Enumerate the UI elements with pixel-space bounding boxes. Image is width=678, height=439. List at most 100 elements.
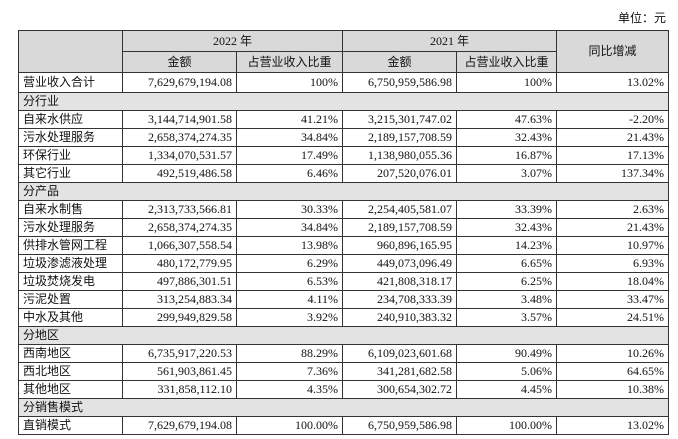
section-label: 分产品 [17,182,670,201]
table-row: 污泥处置 313,254,883.34 4.11% 234,708,333.39 3.4… [18,290,670,309]
cell: 3,215,301,747.02 [342,110,458,129]
table-row: 西北地区 561,903,861.45 7.36% 341,281,682.58 5.0… [18,362,670,381]
cell: 14.23% [456,236,558,255]
cell: 6.53% [235,272,344,291]
column-header: 占营业收入比重 [235,51,344,73]
row-label: 污水处理服务 [18,218,123,237]
row-label: 污水处理服务 [18,128,123,147]
cell: 341,281,682.58 [342,362,458,381]
cell: 13.02% [556,416,670,435]
row-label: 环保行业 [18,146,123,165]
cell: 3.07% [456,164,558,183]
column-header: 占营业收入比重 [456,51,558,73]
cell: 960,896,165.95 [342,236,458,255]
table-row: 垃圾渗滤液处理 480,172,779.95 6.29% 449,073,096.49… [18,254,670,273]
cell: 30.33% [235,200,344,219]
cell: 4.11% [235,290,344,309]
cell: 492,519,486.58 [122,164,237,183]
cell: 6.25% [456,272,558,291]
cell: 207,520,076.01 [342,164,458,183]
cell: 7,629,679,194.08 [122,72,237,93]
cell: 2.63% [556,200,670,219]
cell: 3.92% [235,308,344,327]
cell: 13.02% [556,72,670,93]
row-label: 其它行业 [18,164,123,183]
table-row: 其它行业 492,519,486.58 6.46% 207,520,076.01 3.0… [18,164,670,183]
cell: 6.93% [556,254,670,273]
section-label: 分销售模式 [17,398,670,417]
cell: 21.43% [556,128,670,147]
table-row: 环保行业 1,334,070,531.57 17.49% 1,138,980,055.… [18,146,670,165]
cell: 497,886,301.51 [122,272,237,291]
table-row: 污水处理服务 2,658,374,274.35 34.84% 2,189,157,70… [18,128,670,147]
cell: 3.48% [456,290,558,309]
table-row: 垃圾焚烧发电 497,886,301.51 6.53% 421,808,318.17 6… [18,272,670,291]
cell: 300,654,302.72 [342,380,458,399]
table-body: 营业收入合计 7,629,679,194.08 100% 6,750,959,586.… [17,72,670,435]
cell: 234,708,333.39 [342,290,458,309]
section-row: 分地区 [17,326,670,345]
cell: 90.49% [456,344,558,363]
row-label: 西南地区 [18,344,123,363]
table-row: 直销模式 7,629,679,194.08 100.00% 6,750,959,586… [18,416,670,435]
table-row: 供排水管网工程 1,066,307,558.54 13.98% 960,896,165… [18,236,670,255]
cell: 41.21% [235,110,344,129]
cell: 1,138,980,055.36 [342,146,458,165]
cell: 18.04% [556,272,670,291]
cell: 16.87% [456,146,558,165]
section-label: 分行业 [17,92,670,111]
section-label: 分地区 [17,326,670,345]
table-row: 污水处理服务 2,658,374,274.35 34.84% 2,189,157,70… [18,218,670,237]
cell: 100% [456,72,558,93]
cell: 2,254,405,581.07 [342,200,458,219]
cell: 137.34% [556,164,670,183]
cell: 6.29% [235,254,344,273]
table-row: 自来水制售 2,313,733,566.81 30.33% 2,254,405,581… [18,200,670,219]
cell: 32.43% [456,218,558,237]
cell: 2,658,374,274.35 [122,218,237,237]
table-row: 营业收入合计 7,629,679,194.08 100% 6,750,959,586.… [18,72,670,93]
cell: 421,808,318.17 [342,272,458,291]
cell: 100.00% [456,416,558,435]
row-label: 供排水管网工程 [18,236,123,255]
row-label: 自来水制售 [18,200,123,219]
cell: 6,750,959,586.98 [342,72,458,93]
cell: 33.39% [456,200,558,219]
cell: 331,858,112.10 [122,380,237,399]
row-label: 营业收入合计 [18,72,123,93]
cell: 2,189,157,708.59 [342,218,458,237]
year-header: 2022 年 [121,30,344,52]
unit-label: 单位：元 [617,11,666,25]
cell: 10.26% [556,344,670,363]
cell: 32.43% [456,128,558,147]
row-label: 中水及其他 [18,308,123,327]
cell: 2,658,374,274.35 [122,128,237,147]
cell: 4.35% [235,380,344,399]
cell: 34.84% [235,128,344,147]
yoy-header: 同比增减 [556,30,670,73]
cell: 6.46% [235,164,344,183]
cell: 1,334,070,531.57 [122,146,237,165]
cell: 2,189,157,708.59 [342,128,458,147]
row-label: 垃圾渗滤液处理 [18,254,123,273]
cell: 480,172,779.95 [122,254,237,273]
cell: 13.98% [235,236,344,255]
cell: 6,735,917,220.53 [122,344,237,363]
cell: 34.84% [235,218,344,237]
cell: 33.47% [556,290,670,309]
header-corner [18,30,123,73]
table-row: 西南地区 6,735,917,220.53 88.29% 6,109,023,601.… [18,344,670,363]
row-label: 垃圾焚烧发电 [18,272,123,291]
cell: 6.65% [456,254,558,273]
cell: 6,750,959,586.98 [342,416,458,435]
section-row: 分销售模式 [17,398,670,417]
cell: 6,109,023,601.68 [342,344,458,363]
cell: -2.20% [556,110,670,129]
row-label: 西北地区 [18,362,123,381]
year-header: 2021 年 [342,30,558,52]
cell: 17.13% [556,146,670,165]
table-row: 自来水供应 3,144,714,901.58 41.21% 3,215,301,747… [18,110,670,129]
column-header: 金额 [122,51,237,73]
cell: 299,949,829.58 [122,308,237,327]
